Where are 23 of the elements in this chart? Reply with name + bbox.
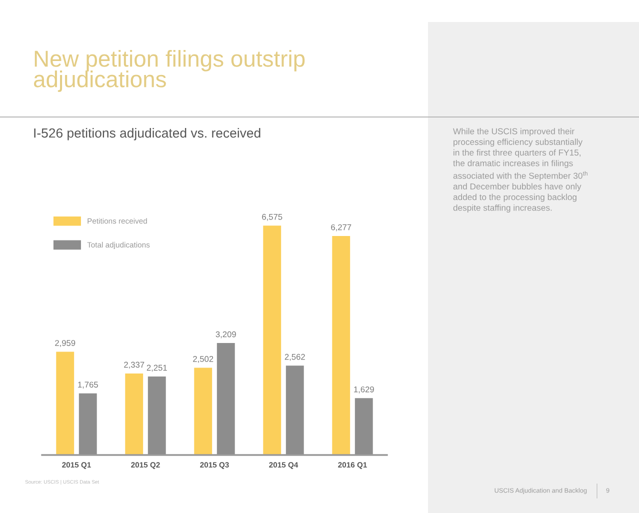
bar: [216, 343, 235, 455]
bar: [332, 236, 350, 455]
data-label: 2,959: [55, 340, 76, 347]
data-label: 1,629: [354, 386, 374, 394]
bar: [148, 376, 166, 455]
data-label: 1,765: [78, 382, 98, 389]
bar: [263, 226, 282, 455]
chart-subtitle: I-526 petitions adjudicated vs. received: [34, 128, 260, 140]
bar: [194, 368, 212, 455]
data-label: 6,277: [331, 224, 352, 232]
bar: [286, 366, 304, 455]
chart-title: New petition filings outstrip adjudications: [34, 50, 305, 92]
data-label: 3,209: [216, 331, 236, 338]
bar: [56, 352, 74, 455]
data-label: 2,251: [146, 364, 167, 372]
data-label: 2,337: [124, 362, 144, 369]
data-label: 2,502: [193, 356, 214, 363]
bar: [354, 398, 373, 455]
text: While the USCIS improved their processing efficiency substantially in the first three quarters of FY15, the dramatic increases in filings associated with the September 30$^{th}$ and December bubbles have only added to the processing backlog despite staffing increases.: [453, 128, 588, 212]
bar: [78, 393, 97, 455]
data-label: 2,562: [284, 354, 305, 361]
data-label: 6,575: [262, 214, 282, 221]
bar: [125, 373, 144, 455]
